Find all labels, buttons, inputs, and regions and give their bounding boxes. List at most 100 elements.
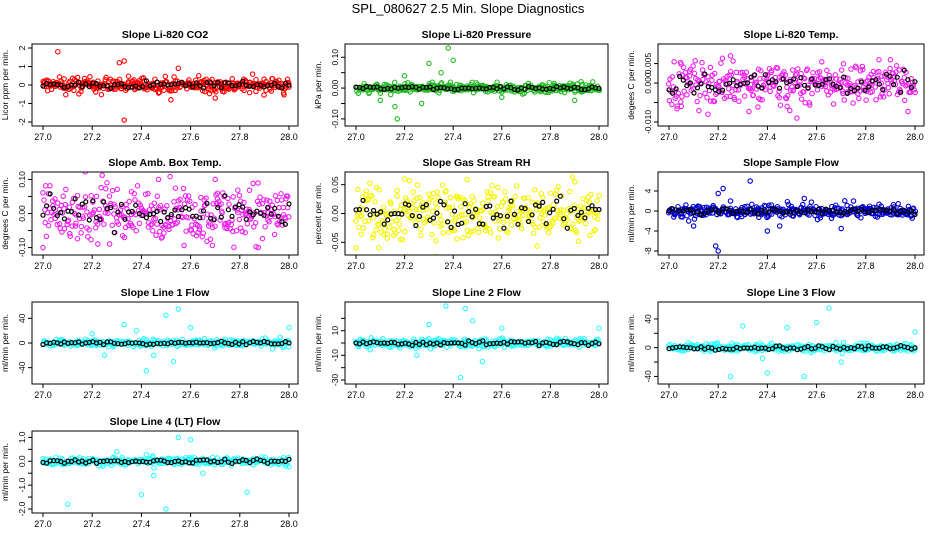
- data-point: [200, 230, 206, 236]
- outlier-point: [747, 178, 753, 184]
- outlier-point: [40, 244, 46, 251]
- outlier-point: [212, 176, 218, 183]
- reference-point: [43, 460, 50, 466]
- data-point: [517, 222, 524, 228]
- outlier-point: [850, 198, 857, 204]
- data-point: [495, 235, 502, 241]
- x-tick-label: 27.6: [808, 132, 826, 142]
- data-point: [532, 224, 539, 230]
- data-point: [171, 74, 177, 80]
- reference-point: [97, 216, 103, 223]
- reference-point: [766, 79, 772, 86]
- data-point: [714, 340, 721, 346]
- reference-point: [118, 201, 125, 207]
- reference-point: [561, 216, 567, 222]
- data-point: [367, 180, 373, 187]
- x-tick-label: 27.2: [396, 261, 414, 271]
- reference-point: [437, 342, 444, 348]
- data-point: [790, 213, 797, 219]
- data-point: [704, 94, 710, 101]
- reference-point: [165, 214, 171, 221]
- data-point: [252, 219, 259, 226]
- data-point: [152, 215, 159, 222]
- reference-point: [286, 82, 292, 88]
- x-tick-label: 27.2: [83, 261, 101, 271]
- x-tick-label: 27.0: [347, 261, 365, 271]
- data-point: [67, 233, 74, 239]
- outlier-point: [426, 321, 432, 328]
- data-point: [367, 347, 373, 353]
- data-point: [665, 81, 672, 87]
- reference-point: [72, 196, 78, 202]
- data-point: [261, 196, 267, 203]
- y-tick-label: 0.00: [330, 80, 340, 97]
- reference-point: [54, 213, 60, 219]
- data-point: [111, 201, 117, 207]
- data-point: [125, 73, 132, 79]
- reference-point: [143, 215, 149, 221]
- data-point: [98, 184, 104, 191]
- data-point: [462, 197, 468, 204]
- data-point: [909, 79, 916, 86]
- data-point: [42, 219, 48, 226]
- reference-point: [108, 85, 114, 92]
- data-point: [530, 221, 536, 228]
- data-point: [763, 203, 769, 209]
- data-point: [842, 198, 848, 204]
- outlier-point: [499, 325, 505, 331]
- reference-point: [780, 76, 786, 82]
- outlier-point: [155, 176, 162, 183]
- reference-point: [240, 339, 246, 345]
- data-point: [406, 208, 413, 215]
- reference-point: [364, 207, 370, 213]
- data-point: [552, 191, 559, 198]
- reference-point: [420, 204, 426, 210]
- panel-1: Slope Li-820 CO2 Licor ppm per min. 27.0 27…: [0, 29, 299, 142]
- reference-point: [222, 193, 228, 199]
- reference-point: [687, 207, 694, 213]
- data-point: [363, 188, 370, 194]
- data-point: [570, 221, 576, 227]
- x-tick-label: 27.4: [133, 519, 151, 529]
- y-tick-label: 1: [17, 64, 27, 69]
- data-point: [684, 92, 690, 98]
- data-point: [561, 89, 568, 96]
- data-point: [104, 207, 110, 213]
- data-point: [877, 94, 884, 100]
- data-point: [858, 215, 864, 221]
- outlier-point: [838, 359, 844, 365]
- y-axis-label: ml/min per min.: [626, 314, 636, 372]
- reference-point: [356, 206, 363, 213]
- data-point: [439, 222, 445, 228]
- data-point: [71, 87, 77, 94]
- y-tick-label: -30: [330, 374, 340, 387]
- reference-point: [529, 212, 535, 218]
- data-point: [784, 92, 791, 99]
- data-point: [74, 74, 81, 81]
- reference-point: [726, 207, 733, 213]
- y-tick-label: -0.10: [330, 109, 340, 129]
- reference-point: [172, 207, 178, 213]
- data-point: [879, 73, 885, 80]
- reference-point: [497, 213, 503, 219]
- data-point: [757, 96, 763, 103]
- data-point: [229, 217, 235, 223]
- reference-point: [826, 76, 833, 82]
- outlier-point: [764, 228, 771, 234]
- data-point: [431, 220, 437, 226]
- data-point: [162, 73, 169, 80]
- reference-point: [115, 209, 121, 215]
- data-point: [479, 200, 486, 207]
- data-point: [285, 193, 291, 200]
- data-point: [702, 90, 708, 97]
- data-point: [180, 185, 187, 192]
- reference-point: [279, 85, 285, 91]
- reference-point: [434, 210, 440, 216]
- data-point: [380, 231, 387, 238]
- reference-point: [175, 213, 182, 220]
- outlier-point: [353, 245, 359, 251]
- data-point: [185, 214, 191, 221]
- data-point: [447, 194, 454, 201]
- data-point: [567, 225, 574, 231]
- data-point: [669, 74, 676, 80]
